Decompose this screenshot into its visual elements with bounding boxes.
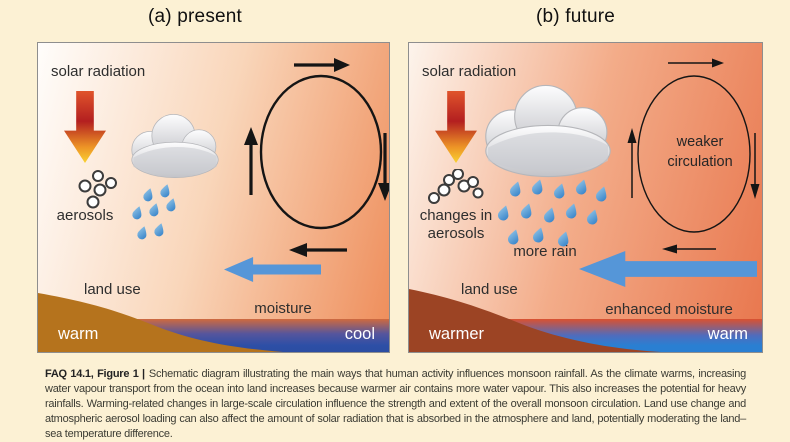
- circulation-icon: [627, 58, 760, 254]
- land-use-label: land use: [84, 281, 141, 298]
- moisture-label: enhanced moisture: [605, 301, 733, 318]
- panel-a-title: (a) present: [147, 6, 243, 27]
- aerosol-particles-icon: [78, 170, 117, 209]
- solar-radiation-arrow-icon: [64, 91, 106, 163]
- land-temperature-label: warm: [58, 325, 99, 343]
- panel-future: solar radiation changes in aerosols more…: [408, 42, 763, 353]
- solar-radiation-label: solar radiation: [422, 63, 517, 80]
- moisture-label: moisture: [254, 300, 312, 317]
- circulation-icon: [244, 58, 389, 257]
- more-rain-label: more rain: [513, 243, 577, 260]
- sea-temperature-label: cool: [344, 325, 375, 343]
- land-use-label: land use: [461, 281, 518, 298]
- figure-caption-lead: FAQ 14.1, Figure 1 |: [45, 368, 145, 380]
- sea-temperature-label: warm: [707, 325, 748, 343]
- aerosols-label: aerosols: [56, 207, 114, 224]
- land-sea-graphic: [38, 293, 389, 352]
- cloud-icon: [131, 113, 219, 179]
- land-temperature-label: warmer: [429, 325, 485, 343]
- land-sea-graphic: [409, 289, 762, 352]
- rain-drops-icon: [131, 183, 178, 241]
- aerosols-label: changes in aerosols: [419, 207, 493, 242]
- panel-b-title: (b) future: [535, 6, 616, 27]
- weaker-circulation-label: weaker circulation: [667, 134, 733, 170]
- aerosol-particles-icon: [428, 169, 484, 204]
- panel-present: solar radiation aerosols moisture land u…: [37, 42, 390, 353]
- solar-radiation-label: solar radiation: [51, 63, 146, 80]
- figure-caption-text: Schematic diagram illustrating the main …: [45, 368, 746, 440]
- figure-caption: FAQ 14.1, Figure 1 | Schematic diagram il…: [45, 367, 746, 442]
